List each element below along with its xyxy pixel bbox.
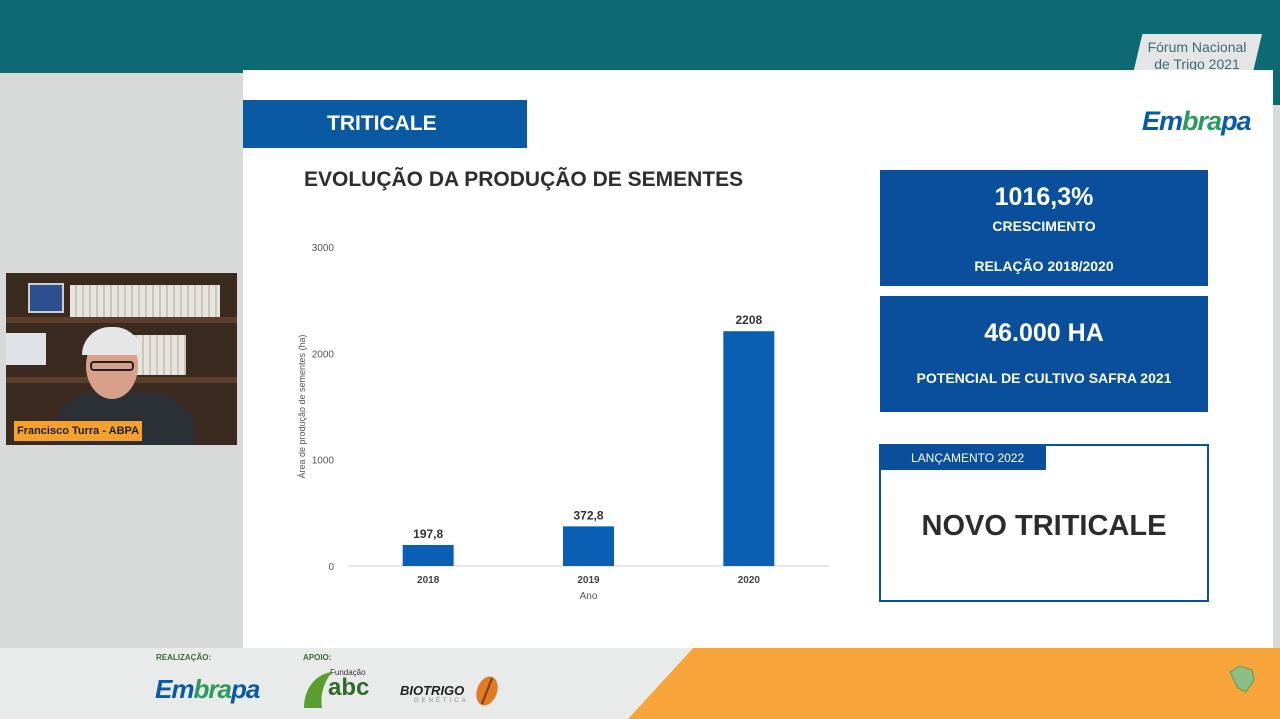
potential-stat-box: 46.000 HA POTENCIAL DE CULTIVO SAFRA 202…	[880, 296, 1208, 412]
logo-part-bra: bra	[1182, 106, 1222, 136]
launch-title: NOVO TRITICALE	[921, 510, 1167, 542]
y-tick-label: 1000	[312, 456, 335, 467]
section-title-banner: TRITICALE	[243, 100, 527, 148]
speaker-hair	[82, 327, 142, 355]
speaker-webcam: Francisco Turra - ABPA	[6, 273, 237, 445]
brazil-map-icon	[1229, 665, 1255, 693]
bar	[402, 544, 454, 566]
fundacao-abc-logo: Fundação abc	[302, 668, 370, 710]
speaker-name-tag: Francisco Turra - ABPA	[14, 421, 142, 441]
photo-frame	[6, 333, 46, 365]
bar	[723, 331, 775, 566]
logo-part-pa: pa	[230, 674, 260, 704]
bar-value-label: 197,8	[413, 527, 443, 541]
apoio-label: APOIO:	[303, 653, 332, 662]
biotrigo-logo-text: BIOTRIGO	[400, 683, 465, 698]
books	[130, 335, 186, 375]
growth-label: CRESCIMENTO	[992, 218, 1096, 234]
logo-part-bra: bra	[193, 674, 231, 704]
y-axis-label: Área de produção de sementes (ha)	[297, 334, 307, 478]
forum-title-line2: de Trigo 2021	[1154, 56, 1240, 72]
section-title: TRITICALE	[327, 112, 437, 135]
x-tick-label: 2018	[417, 575, 440, 586]
potential-label: POTENCIAL DE CULTIVO SAFRA 2021	[916, 370, 1172, 386]
bar-value-label: 372,8	[573, 508, 603, 522]
y-tick-label: 0	[328, 562, 334, 573]
x-tick-label: 2019	[577, 575, 600, 586]
chart-title: EVOLUÇÃO DA PRODUÇÃO DE SEMENTES	[304, 168, 744, 191]
growth-relation: RELAÇÃO 2018/2020	[974, 258, 1114, 274]
growth-value: 1016,3%	[994, 183, 1094, 211]
bookshelf	[6, 317, 237, 323]
launch-box: LANÇAMENTO 2022 NOVO TRITICALE	[879, 444, 1209, 602]
abc-leaf-icon	[304, 672, 332, 708]
speaker-glasses	[90, 361, 134, 371]
y-tick-label: 2000	[312, 349, 335, 360]
embrapa-logo: Embrapa	[1142, 106, 1252, 137]
x-tick-label: 2020	[738, 575, 761, 586]
picture-frame	[28, 283, 64, 313]
y-tick-label: 3000	[312, 243, 335, 254]
biotrigo-seed-icon	[476, 676, 498, 706]
biotrigo-subtitle: GENÉTICA	[414, 698, 469, 704]
presentation-slide: TRITICALE Embrapa EVOLUÇÃO DA PRODUÇÃO D…	[243, 70, 1273, 648]
logo-part-em: Em	[1142, 106, 1183, 136]
growth-stat-box: 1016,3% CRESCIMENTO RELAÇÃO 2018/2020	[880, 170, 1208, 286]
right-strip	[1272, 73, 1280, 105]
potential-value: 46.000 HA	[984, 319, 1104, 347]
footer-orange-band	[628, 648, 1280, 719]
bar-chart: 0 1000 2000 3000 Área de produção de semente…	[297, 243, 829, 602]
bar	[563, 526, 614, 566]
bar-value-label: 2208	[735, 313, 762, 327]
realizacao-label: REALIZAÇÃO:	[156, 653, 212, 662]
x-axis-label: Ano	[580, 591, 598, 602]
footer-embrapa-logo: Embrapa	[155, 674, 260, 705]
top-banner	[0, 0, 1280, 73]
launch-tag: LANÇAMENTO 2022	[881, 446, 1046, 470]
abc-text: abc	[328, 674, 370, 701]
logo-part-pa: pa	[1221, 106, 1251, 136]
logo-part-em: Em	[155, 674, 194, 704]
books	[70, 285, 220, 317]
forum-title-line1: Fórum Nacional	[1147, 39, 1247, 55]
fundacao-text: Fundação	[330, 668, 366, 677]
